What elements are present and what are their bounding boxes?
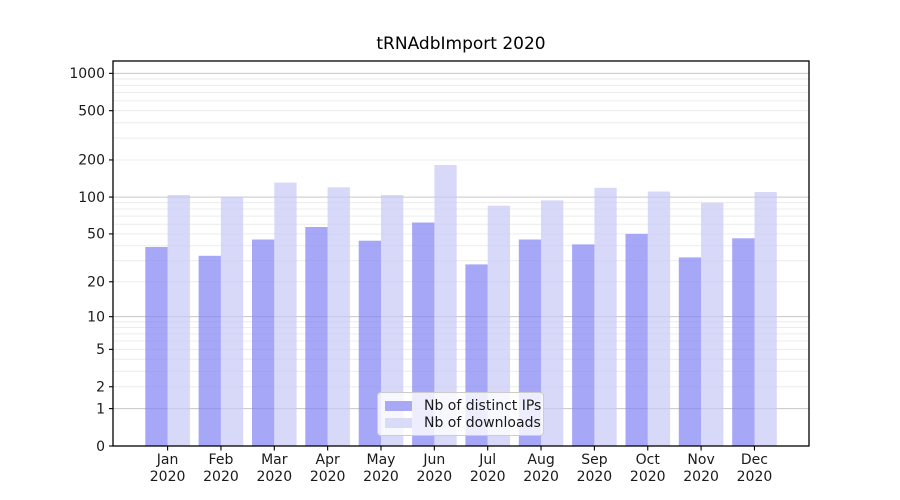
legend-swatch-distinct-ips: [385, 400, 412, 411]
x-tick-label-month: Dec: [741, 452, 768, 468]
y-axis: 0 1 2 5 10 20 50 100 200 500 1000: [69, 66, 113, 455]
bar-mar-distinct-ips: [252, 239, 275, 446]
x-tick-label-year: 2020: [310, 469, 346, 485]
x-tick-label-month: Feb: [209, 452, 234, 468]
y-tick-label: 1: [96, 401, 105, 417]
y-tick-label: 2: [96, 380, 105, 396]
x-tick-label-month: Oct: [636, 452, 661, 468]
x-tick-label-month: Jul: [478, 452, 496, 468]
plot-border: [112, 60, 810, 447]
x-tick-label-year: 2020: [523, 469, 559, 485]
chart-title: tRNAdbImport 2020: [376, 34, 546, 54]
bar-may-distinct-ips: [358, 240, 381, 446]
bar-mar-downloads: [274, 182, 297, 446]
bar-aug-downloads: [541, 200, 564, 446]
bar-apr-downloads: [327, 187, 350, 447]
x-tick-label-month: Nov: [687, 452, 714, 468]
x-tick-label-year: 2020: [363, 469, 399, 485]
x-tick-label-month: Aug: [527, 452, 554, 468]
bar-dec-distinct-ips: [732, 238, 755, 446]
legend-label-downloads: Nb of downloads: [424, 414, 541, 431]
legend: Nb of distinct IPs Nb of downloads: [377, 392, 544, 436]
x-tick-label-year: 2020: [470, 469, 506, 485]
x-tick-label-month: Sep: [581, 452, 608, 468]
x-tick-label-year: 2020: [683, 469, 719, 485]
bar-jan-downloads: [167, 195, 190, 446]
y-tick-label: 200: [78, 153, 105, 169]
bar-oct-downloads: [647, 191, 671, 446]
x-tick-label-year: 2020: [150, 469, 186, 485]
bar-oct-distinct-ips: [625, 233, 648, 446]
bar-nov-distinct-ips: [678, 257, 702, 446]
bar-sep-downloads: [594, 187, 617, 447]
x-tick-label-month: May: [367, 452, 396, 468]
x-tick-label-year: 2020: [256, 469, 292, 485]
x-tick-label-year: 2020: [203, 469, 239, 485]
legend-label-distinct-ips: Nb of distinct IPs: [424, 397, 542, 414]
bar-nov-downloads: [701, 202, 724, 446]
x-tick-label-year: 2020: [630, 469, 666, 485]
bar-apr-distinct-ips: [305, 227, 328, 446]
bar-jun-downloads: [434, 165, 457, 446]
y-tick-label: 50: [87, 227, 105, 243]
bar-jun-distinct-ips: [412, 222, 435, 446]
x-tick-label-year: 2020: [577, 469, 613, 485]
bar-sep-distinct-ips: [572, 244, 595, 446]
y-tick-label: 5: [96, 342, 105, 358]
x-tick-label-month: Mar: [261, 452, 288, 468]
y-tick-label: 20: [87, 275, 105, 291]
x-axis: Jan2020Feb2020Mar2020Apr2020May2020Jun20…: [150, 446, 772, 485]
legend-item-downloads: Nb of downloads: [385, 414, 541, 431]
x-tick-label-month: Apr: [316, 452, 340, 468]
legend-item-distinct-ips: Nb of distinct IPs: [385, 397, 541, 414]
bar-dec-downloads: [754, 192, 777, 446]
bar-jul-downloads: [487, 205, 510, 446]
x-tick-label-year: 2020: [417, 469, 453, 485]
y-tick-label: 100: [78, 190, 105, 206]
bar-jan-distinct-ips: [145, 247, 168, 446]
bar-feb-distinct-ips: [198, 255, 221, 446]
bar-feb-downloads: [220, 196, 244, 446]
x-tick-label-month: Jun: [422, 452, 445, 468]
x-tick-label-month: Jan: [156, 452, 179, 468]
y-tick-label: 0: [96, 439, 105, 455]
y-tick-label: 1000: [69, 66, 105, 82]
bar-may-downloads: [381, 195, 404, 446]
x-tick-label-year: 2020: [737, 469, 773, 485]
y-tick-label: 10: [87, 310, 105, 326]
legend-swatch-downloads: [385, 417, 412, 428]
y-tick-label: 500: [78, 104, 105, 120]
